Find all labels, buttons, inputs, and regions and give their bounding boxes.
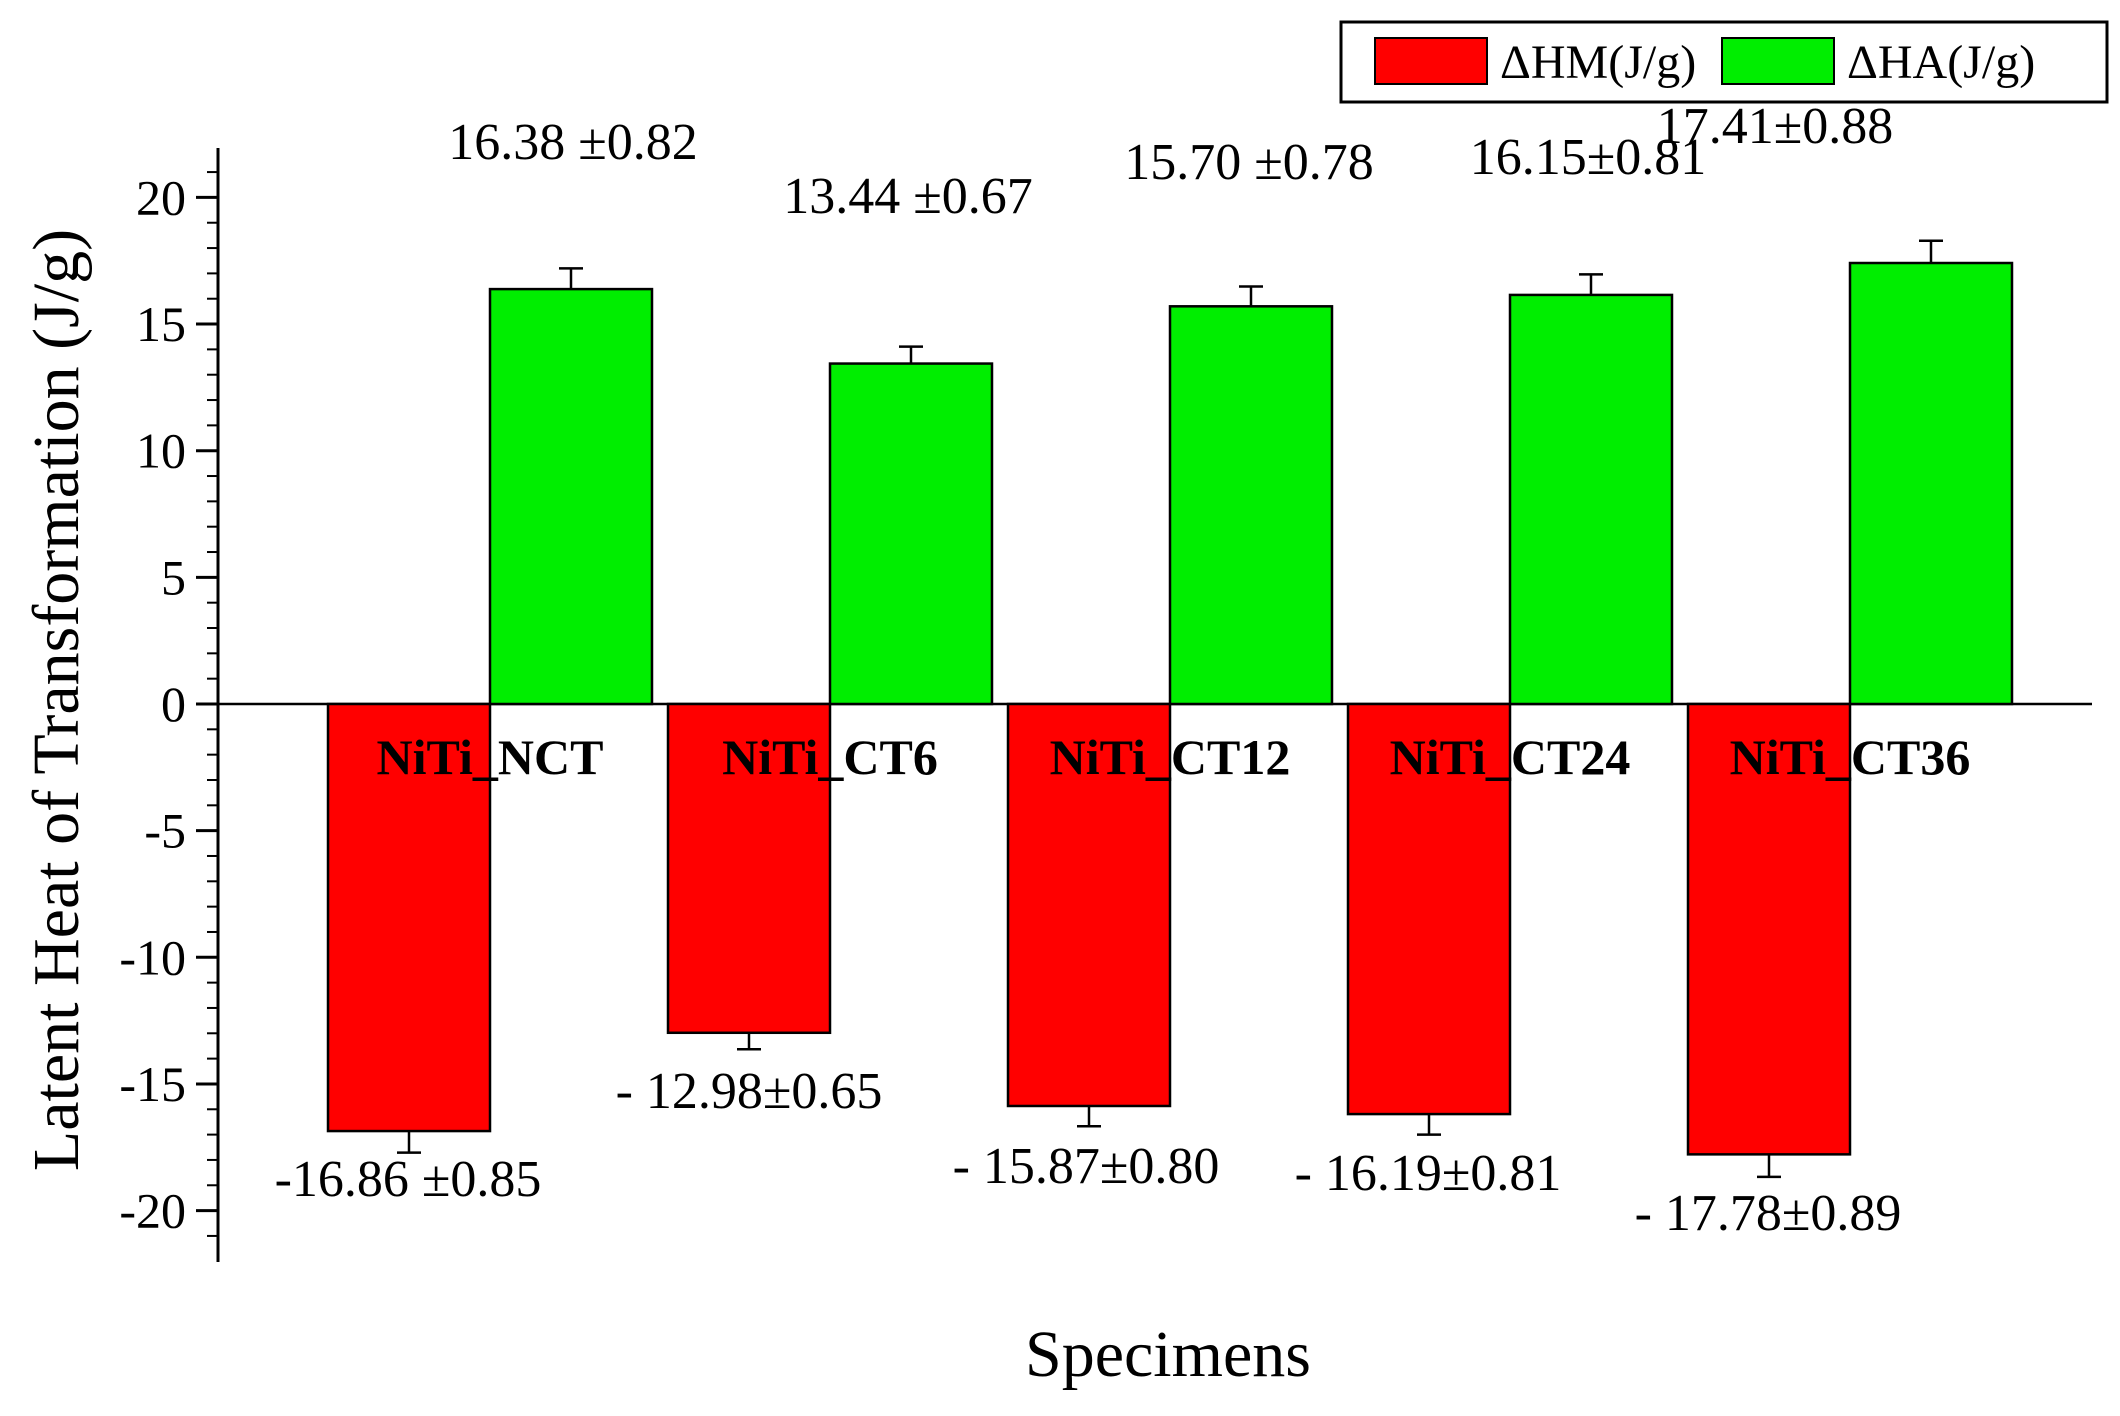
bars — [326, 239, 2014, 1179]
legend-swatch-dha — [1721, 37, 1835, 85]
axes: 20 15 10 5 0 -5 -10 -15 -20 — [119, 148, 2092, 1262]
bar — [828, 362, 994, 706]
data-label: 16.38 ±0.82 — [448, 114, 698, 171]
y-tick-label: -10 — [119, 929, 186, 985]
legend: ΔHM(J/g) ΔHA(J/g) — [1339, 20, 2109, 104]
y-axis-title: Latent Heat of Transformation (J/g) — [20, 229, 93, 1171]
data-labels: -16.86 ±0.85 16.38 ±0.82 NiTi_NCT - 12.98±0… — [275, 98, 1971, 1242]
y-tick-label: 10 — [136, 423, 186, 479]
y-tick-label: -20 — [119, 1183, 186, 1239]
category-label: NiTi_CT24 — [1390, 729, 1631, 785]
y-tick-label: -15 — [119, 1056, 186, 1112]
bar — [1168, 305, 1334, 706]
bar — [488, 287, 654, 706]
data-label: -16.86 ±0.85 — [275, 1151, 542, 1208]
data-label: - 17.78±0.89 — [1635, 1185, 1902, 1242]
legend-label-dhm: ΔHM(J/g) — [1500, 36, 1696, 89]
data-label: - 12.98±0.65 — [616, 1063, 883, 1120]
bar — [1686, 702, 1852, 1156]
bar — [666, 702, 832, 1035]
data-label: - 16.19±0.81 — [1295, 1145, 1562, 1202]
category-label: NiTi_CT36 — [1730, 729, 1971, 785]
category-label: NiTi_NCT — [377, 729, 604, 785]
category-label: NiTi_CT6 — [722, 729, 938, 785]
bar — [326, 702, 492, 1133]
y-tick-label: 5 — [161, 549, 186, 605]
data-label: 13.44 ±0.67 — [783, 168, 1033, 225]
data-label: 17.41±0.88 — [1657, 98, 1894, 155]
y-tick-label: 15 — [136, 296, 186, 352]
y-tick-label: 0 — [161, 676, 186, 732]
bar — [1006, 702, 1172, 1108]
data-label: 16.15±0.81 — [1470, 129, 1707, 186]
data-label: 15.70 ±0.78 — [1124, 134, 1374, 191]
category-label: NiTi_CT12 — [1050, 729, 1291, 785]
bar — [1346, 702, 1512, 1116]
bar — [1508, 293, 1674, 706]
y-tick-label: -5 — [144, 803, 186, 859]
x-axis-title: Specimens — [1025, 1318, 1311, 1391]
y-tick-label: 20 — [136, 169, 186, 225]
data-label: - 15.87±0.80 — [953, 1138, 1220, 1195]
legend-label-dha: ΔHA(J/g) — [1847, 36, 2035, 89]
legend-swatch-dhm — [1374, 37, 1488, 85]
bar — [1848, 261, 2014, 706]
